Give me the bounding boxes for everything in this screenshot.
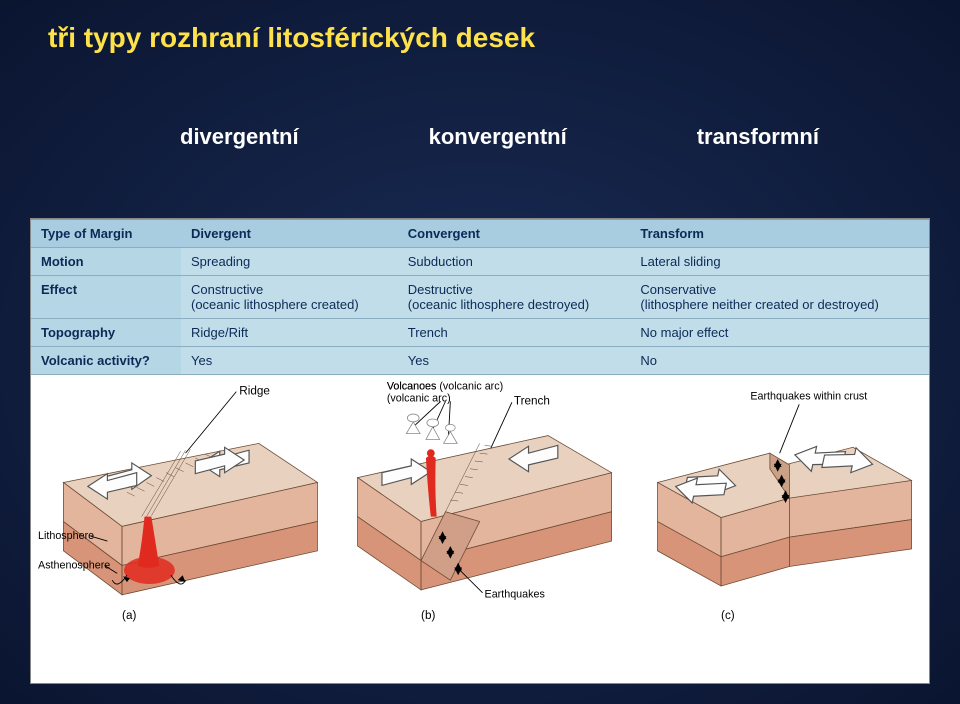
table-row: Topography Ridge/Rift Trench No major ef…	[31, 319, 929, 347]
subtitle-divergent: divergentní	[180, 124, 299, 150]
panel-transform: Earthquakes within crust	[630, 375, 929, 629]
label-asthenosphere: Asthenosphere	[38, 559, 110, 571]
hdr-divergent: Divergent	[181, 220, 398, 248]
subtitle-row: divergentní konvergentní transformní	[0, 124, 960, 150]
label-lithosphere: Lithosphere	[38, 530, 94, 542]
row-label: Motion	[31, 248, 181, 276]
caption-c: (c)	[721, 609, 735, 622]
table-row: Volcanic activity? Yes Yes No	[31, 347, 929, 375]
label-trench: Trench	[514, 394, 550, 407]
row-label: Volcanic activity?	[31, 347, 181, 375]
page-title: tři typy rozhraní litosférických desek	[0, 0, 960, 54]
panel-convergent: Volcanoes (volcanic arc) Volcanoes(volca…	[330, 375, 629, 629]
cell: Conservative (lithosphere neither create…	[630, 276, 929, 319]
panel-divergent: Ridge	[31, 375, 330, 629]
row-label: Topography	[31, 319, 181, 347]
figure-panel: Type of Margin Divergent Convergent Tran…	[30, 218, 930, 684]
boundary-type-table: Type of Margin Divergent Convergent Tran…	[31, 219, 929, 375]
table-row: Motion Spreading Subduction Lateral slid…	[31, 248, 929, 276]
cell: Yes	[181, 347, 398, 375]
cell: Lateral sliding	[630, 248, 929, 276]
label-earthquakes: Earthquakes	[485, 589, 545, 601]
subtitle-transform: transformní	[697, 124, 819, 150]
hdr-transform: Transform	[630, 220, 929, 248]
cell: Trench	[398, 319, 631, 347]
table-row: Effect Constructive (oceanic lithosphere…	[31, 276, 929, 319]
cell: Yes	[398, 347, 631, 375]
label-eq-crust: Earthquakes within crust	[750, 390, 867, 402]
cell: Ridge/Rift	[181, 319, 398, 347]
cell: No major effect	[630, 319, 929, 347]
table-header-row: Type of Margin Divergent Convergent Tran…	[31, 220, 929, 248]
cell: Spreading	[181, 248, 398, 276]
caption-a: (a)	[122, 609, 136, 622]
cell: Constructive (oceanic lithosphere create…	[181, 276, 398, 319]
diagram-row: Ridge	[31, 375, 929, 629]
subtitle-convergent: konvergentní	[429, 124, 567, 150]
hdr-type: Type of Margin	[31, 220, 181, 248]
label-ridge: Ridge	[239, 385, 270, 398]
cell: No	[630, 347, 929, 375]
cell: Destructive (oceanic lithosphere destroy…	[398, 276, 631, 319]
cell: Subduction	[398, 248, 631, 276]
row-label: Effect	[31, 276, 181, 319]
hdr-convergent: Convergent	[398, 220, 631, 248]
caption-b: (b)	[421, 609, 435, 622]
